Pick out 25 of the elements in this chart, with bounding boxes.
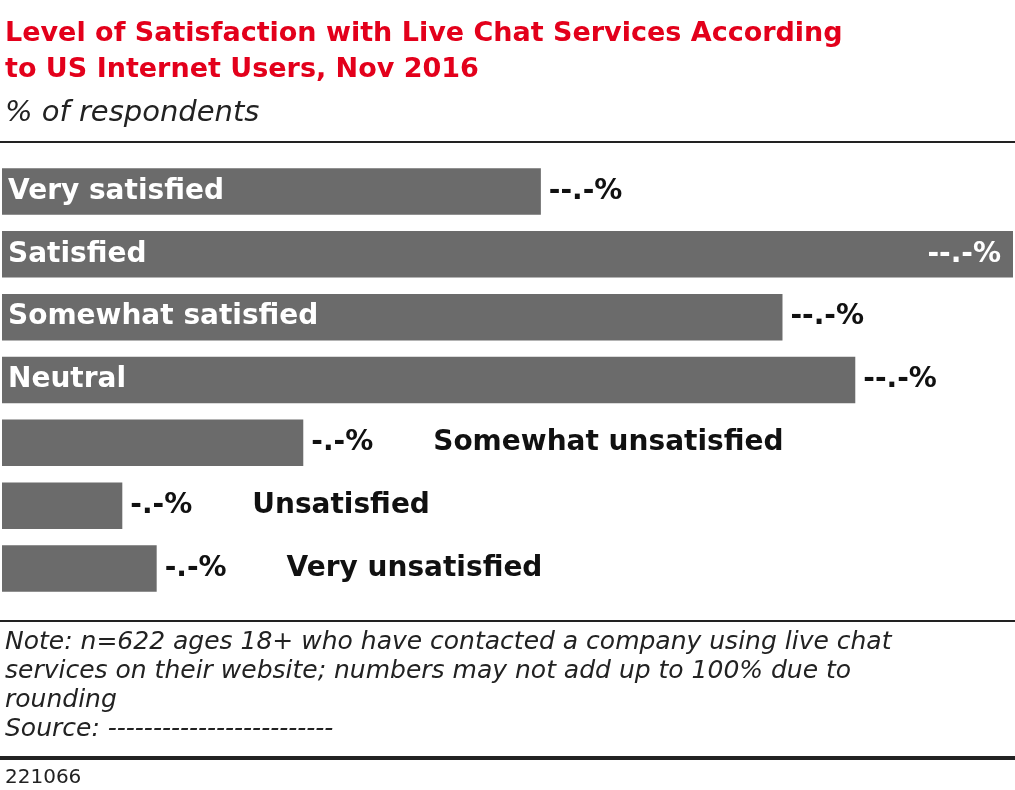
bar <box>2 419 304 467</box>
y-tick-label: Very satisfied <box>8 172 224 206</box>
annotation: -.-% <box>164 549 227 583</box>
y-tick-label: Neutral <box>8 361 127 395</box>
bar <box>2 168 541 215</box>
y-tick-label: Very unsatisfied <box>286 549 543 583</box>
chart-subtitle: % of respondents <box>5 94 260 128</box>
text: Note: n=622 ages 18+ who have contacted a company using live chat services on their website; numbers may not add up to 100% due to rounding <box>5 626 892 713</box>
annotation: -.-% <box>130 487 193 520</box>
bar <box>2 545 157 592</box>
y-tick-label: Satisfied <box>8 235 147 269</box>
annotation: --.-% <box>548 172 623 206</box>
annotation: --.-% <box>863 361 937 395</box>
bar <box>2 231 1013 278</box>
bar <box>2 482 123 529</box>
annotation: --.-% <box>927 235 1001 269</box>
source-note: Source: ------------------------- <box>5 713 334 742</box>
y-tick-label: Somewhat satisfied <box>8 298 319 332</box>
annotation: -.-% <box>311 424 374 458</box>
chart-title: Level of Satisfaction with Live Chat Services According to US Internet Users, Nov 2016 <box>5 15 844 85</box>
bar <box>2 356 856 404</box>
annotation: --.-% <box>790 298 865 332</box>
text: 221066 <box>5 764 82 788</box>
y-tick-label: Unsatisfied <box>252 487 430 520</box>
y-tick-label: Somewhat unsatisfied <box>433 424 784 458</box>
